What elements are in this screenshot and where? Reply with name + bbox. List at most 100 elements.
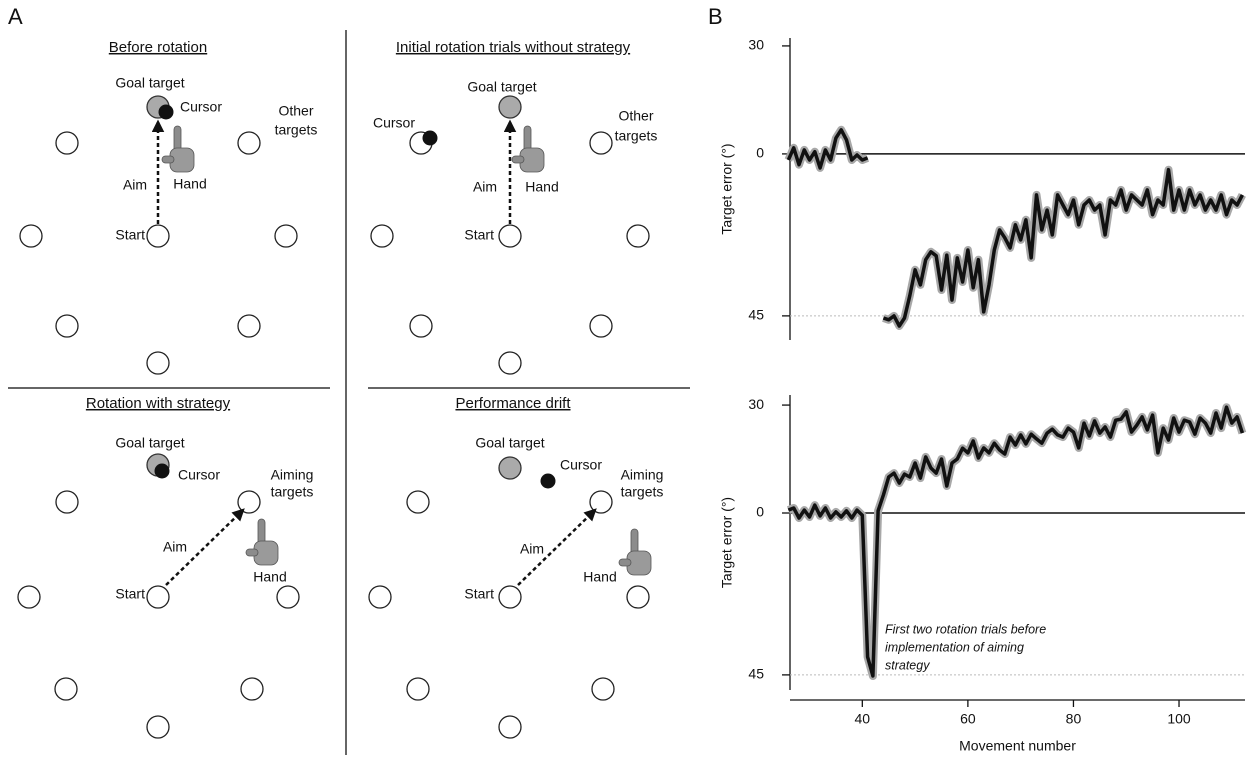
targets-label: Aiming [271,467,314,483]
annotation: First two rotation trials before [885,622,1046,636]
target-circle [55,131,79,155]
cursor-dot [158,104,174,120]
target-circle [406,677,430,701]
panel-label: B [708,4,723,29]
targets-label: targets [271,484,314,500]
aim-label: Aim [123,177,147,193]
start-label: Start [115,227,145,243]
aim-arrow [517,508,597,586]
hand-icon [511,125,545,173]
hand-label: Hand [583,569,616,585]
hand-thumb [618,558,632,567]
goal-label: Goal target [115,435,184,451]
hand-thumb [245,548,259,557]
y-tick-label: 30 [748,37,764,53]
target-circle [498,585,522,609]
panel-title: Rotation with strategy [86,395,231,412]
x-axis-label: Movement number [959,738,1076,754]
hand-icon [618,528,652,576]
target-circle [626,585,650,609]
x-tick-label: 80 [1066,711,1082,727]
target-circle [17,585,41,609]
x-tick-label: 60 [960,711,976,727]
panel-title: Performance drift [455,395,571,412]
aim-label: Aim [163,539,187,555]
target-circle [237,314,261,338]
target-circle [409,314,433,338]
cursor-dot [154,463,170,479]
target-circle [589,314,613,338]
target-circle [370,224,394,248]
targets-label: Aiming [621,467,664,483]
target-circle [274,224,298,248]
target-circle [498,351,522,375]
hand-label: Hand [525,179,558,195]
annotation: strategy [885,658,930,672]
aim-label: Aim [473,179,497,195]
aim-arrow [165,508,245,586]
target-circle [19,224,43,248]
targets-label: Other [618,108,653,124]
targets-label: targets [621,484,664,500]
target-circle [589,490,613,514]
y-tick-label: 45 [748,307,764,323]
hand-icon [245,518,279,566]
goal-target [498,456,522,480]
goal-label: Goal target [475,435,544,451]
target-circle [237,131,261,155]
goal-label: Goal target [115,75,184,91]
goal-target [498,95,522,119]
target-circle [146,351,170,375]
cursor-label: Cursor [178,467,220,483]
x-tick-label: 100 [1167,711,1191,727]
target-circle [498,715,522,739]
target-circle [55,314,79,338]
annotation: implementation of aiming [885,640,1024,654]
target-circle [146,224,170,248]
target-circle [146,715,170,739]
target-circle [591,677,615,701]
target-circle [498,224,522,248]
targets-label: targets [275,122,318,138]
hand-thumb [511,155,525,164]
targets-label: targets [615,128,658,144]
cursor-label: Cursor [373,115,415,131]
start-label: Start [115,586,145,602]
x-tick-label: 40 [855,711,871,727]
targets-label: Other [278,103,313,119]
y-axis-label: Target error (°) [719,497,735,588]
goal-label: Goal target [467,79,536,95]
y-tick-label: 45 [748,666,764,682]
target-circle [240,677,264,701]
target-circle [406,490,430,514]
target-circle [589,131,613,155]
aim-label: Aim [520,541,544,557]
target-circle [276,585,300,609]
target-circle [626,224,650,248]
start-label: Start [464,586,494,602]
target-circle [55,490,79,514]
cursor-label: Cursor [180,99,222,115]
panel-title: Before rotation [109,39,207,56]
target-circle [237,490,261,514]
series-line [786,128,1244,328]
y-tick-label: 30 [748,396,764,412]
cursor-dot [422,130,438,146]
start-label: Start [464,227,494,243]
panel-title: Initial rotation trials without strategy [396,39,631,56]
target-circle [368,585,392,609]
series-line [787,405,1245,678]
cursor-label: Cursor [560,457,602,473]
y-axis-label: Target error (°) [719,143,735,234]
target-circle [54,677,78,701]
hand-label: Hand [253,569,286,585]
cursor-dot [540,473,556,489]
target-circle [146,585,170,609]
hand-label: Hand [173,176,206,192]
y-tick-label: 0 [756,145,764,161]
y-tick-label: 0 [756,504,764,520]
panel-label: A [8,4,23,29]
hand-icon [161,125,195,173]
hand-thumb [161,155,175,164]
